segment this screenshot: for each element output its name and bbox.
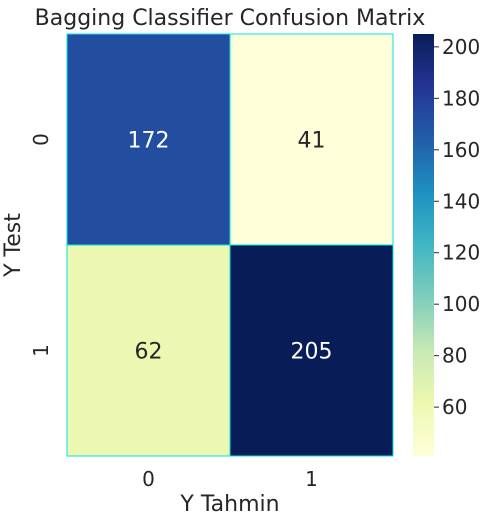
colorbar-tick-label: 60 <box>442 395 467 419</box>
colorbar: 60 80 100 120 140 160 180 200 <box>413 34 480 456</box>
heatmap-cells <box>66 33 394 457</box>
cell-value-label: 205 <box>291 340 333 365</box>
heatmap-cell-r1-c1 <box>229 244 394 457</box>
heatmap-cell-r0-c0 <box>66 33 231 246</box>
colorbar-tick-label: 160 <box>442 138 480 162</box>
colorbar-tick-label: 100 <box>442 292 480 316</box>
colorbar-tick-label: 80 <box>442 344 467 368</box>
x-axis-label: Y Tahmin <box>179 492 279 516</box>
y-axis-label: Y Test <box>1 213 26 278</box>
x-tick-label: 1 <box>305 467 318 491</box>
colorbar-tick-label: 200 <box>442 35 480 59</box>
x-tick-label: 0 <box>142 467 155 491</box>
y-tick-label: 1 <box>29 344 53 357</box>
heatmap-cell-r1-c0 <box>66 244 231 457</box>
cell-value-label: 62 <box>135 340 163 365</box>
colorbar-tick-label: 120 <box>442 241 480 265</box>
chart-title: Bagging Classifier Confusion Matrix <box>35 6 426 31</box>
colorbar-gradient <box>413 34 434 456</box>
colorbar-tick-label: 140 <box>442 189 480 213</box>
heatmap-cell-labels: 172 41 62 205 <box>128 129 333 365</box>
heatmap-cell-r0-c1 <box>229 33 394 246</box>
cell-value-label: 41 <box>298 129 326 154</box>
cell-value-label: 172 <box>128 129 170 154</box>
colorbar-tick-label: 180 <box>442 86 480 110</box>
colorbar-ticks: 60 80 100 120 140 160 180 200 <box>434 35 480 419</box>
y-axis-ticks: 01 <box>29 133 53 357</box>
y-tick-label: 0 <box>29 133 53 146</box>
